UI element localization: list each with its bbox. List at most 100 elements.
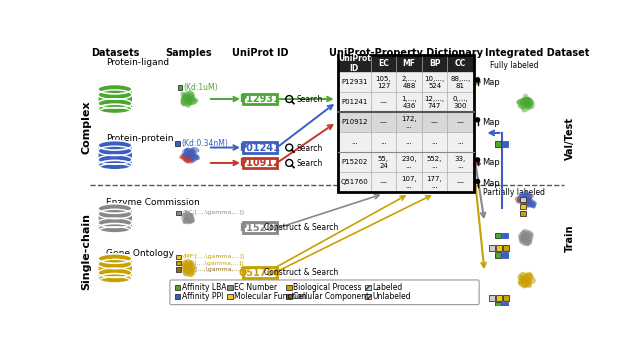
Bar — [338, 152, 474, 172]
Bar — [495, 302, 501, 308]
Ellipse shape — [98, 104, 132, 114]
Text: P10912: P10912 — [341, 119, 367, 125]
Ellipse shape — [184, 211, 191, 219]
Ellipse shape — [516, 99, 525, 106]
Text: Single-chain: Single-chain — [81, 213, 92, 290]
Ellipse shape — [192, 153, 200, 160]
Ellipse shape — [521, 200, 530, 208]
Ellipse shape — [518, 231, 529, 240]
Ellipse shape — [182, 153, 191, 163]
Ellipse shape — [523, 192, 532, 202]
Ellipse shape — [525, 273, 534, 282]
Circle shape — [475, 179, 480, 184]
Ellipse shape — [184, 259, 193, 269]
Text: —: — — [431, 119, 438, 125]
Ellipse shape — [186, 148, 195, 158]
Ellipse shape — [521, 235, 530, 246]
Ellipse shape — [525, 197, 532, 205]
Ellipse shape — [524, 276, 536, 284]
Ellipse shape — [183, 268, 194, 277]
Ellipse shape — [525, 235, 532, 244]
Ellipse shape — [524, 198, 532, 206]
Ellipse shape — [184, 218, 193, 224]
FancyBboxPatch shape — [243, 158, 277, 168]
Text: 177,
...: 177, ... — [427, 176, 442, 189]
Text: Map: Map — [482, 78, 500, 87]
Ellipse shape — [190, 155, 199, 161]
Bar — [338, 55, 474, 72]
Text: —: — — [456, 119, 463, 125]
Text: Samples: Samples — [165, 48, 212, 58]
Ellipse shape — [185, 98, 196, 105]
Ellipse shape — [520, 230, 527, 239]
Text: P12931: P12931 — [341, 79, 367, 85]
FancyBboxPatch shape — [98, 259, 132, 278]
Text: ...: ... — [406, 139, 412, 145]
Ellipse shape — [98, 160, 132, 170]
Ellipse shape — [187, 96, 196, 102]
Text: 172,
...: 172, ... — [401, 116, 417, 129]
Text: P12931: P12931 — [239, 94, 280, 104]
Ellipse shape — [186, 264, 195, 273]
Text: Protein-protein: Protein-protein — [106, 134, 174, 143]
Text: Train: Train — [564, 224, 575, 252]
Ellipse shape — [526, 97, 534, 106]
Text: —: — — [380, 179, 387, 185]
Text: Affinity PPI: Affinity PPI — [182, 292, 223, 301]
Ellipse shape — [182, 216, 188, 224]
Ellipse shape — [523, 101, 532, 108]
Ellipse shape — [184, 155, 195, 162]
Bar — [227, 294, 233, 299]
Ellipse shape — [520, 273, 532, 282]
Ellipse shape — [185, 97, 192, 108]
Ellipse shape — [179, 152, 191, 159]
Ellipse shape — [531, 200, 536, 209]
Bar — [338, 55, 474, 192]
Ellipse shape — [518, 277, 528, 286]
FancyBboxPatch shape — [243, 222, 277, 233]
Ellipse shape — [98, 141, 132, 150]
Ellipse shape — [519, 272, 529, 281]
Ellipse shape — [182, 92, 190, 100]
Circle shape — [475, 77, 480, 83]
Text: P01241: P01241 — [239, 142, 280, 152]
Text: UniProt-Property Dictionary: UniProt-Property Dictionary — [329, 48, 483, 58]
Text: Map: Map — [482, 179, 500, 188]
Circle shape — [475, 117, 480, 122]
Text: ...: ... — [351, 139, 358, 145]
Text: CC: CC — [454, 59, 466, 68]
Text: (Kd:1uM): (Kd:1uM) — [184, 83, 218, 92]
Text: Unlabeled: Unlabeled — [372, 292, 411, 301]
Text: Integrated Dataset: Integrated Dataset — [485, 48, 589, 58]
Text: 88,...,
81: 88,..., 81 — [450, 76, 470, 89]
Bar — [338, 112, 474, 132]
Text: Val/Test: Val/Test — [564, 117, 575, 160]
FancyBboxPatch shape — [243, 267, 277, 278]
Bar — [520, 197, 525, 202]
Ellipse shape — [182, 260, 191, 269]
Bar — [495, 252, 501, 258]
Circle shape — [475, 157, 480, 163]
Bar — [175, 141, 180, 146]
Ellipse shape — [181, 152, 193, 161]
Text: ...: ... — [380, 139, 387, 145]
Ellipse shape — [518, 101, 531, 109]
Ellipse shape — [98, 204, 132, 213]
Ellipse shape — [518, 275, 525, 285]
Text: —: — — [456, 179, 463, 185]
Ellipse shape — [516, 198, 528, 204]
Bar — [489, 245, 495, 251]
FancyBboxPatch shape — [243, 142, 277, 153]
Text: Map: Map — [482, 118, 500, 127]
Ellipse shape — [519, 233, 527, 242]
Text: Fully labeled: Fully labeled — [490, 61, 538, 69]
Ellipse shape — [187, 268, 195, 277]
Ellipse shape — [519, 236, 527, 244]
Ellipse shape — [184, 266, 196, 275]
Ellipse shape — [520, 238, 529, 246]
Ellipse shape — [182, 91, 195, 98]
Bar — [502, 141, 508, 147]
Text: ...: ... — [457, 139, 463, 145]
Ellipse shape — [184, 213, 193, 219]
Ellipse shape — [526, 98, 533, 110]
